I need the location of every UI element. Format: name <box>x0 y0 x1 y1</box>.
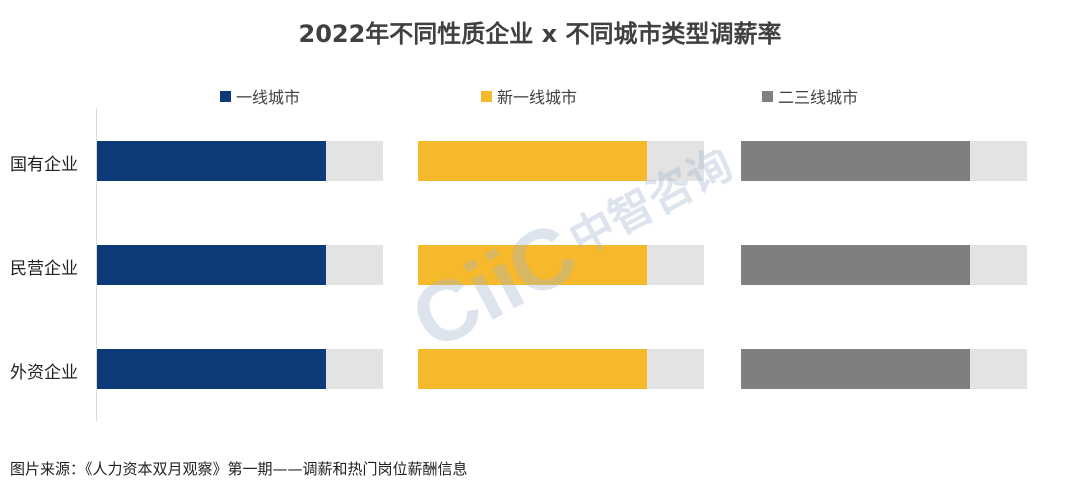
legend-label-tier1: 一线城市 <box>236 88 301 107</box>
chart-title: 2022年不同性质企业 x 不同城市类型调薪率 <box>298 20 782 48</box>
bar-track-new-tier1-foreign <box>418 349 704 389</box>
source-note: 图片来源：《人力资本双月观察》第一期——调薪和热门岗位薪酬信息 <box>10 460 468 478</box>
bar-track-tier1-private <box>97 245 383 285</box>
legend-swatch-tier1 <box>220 90 231 102</box>
legend-label-tier23: 二三线城市 <box>778 88 859 107</box>
legend-label-new-tier1: 新一线城市 <box>497 88 578 107</box>
bar-track-tier23-foreign <box>741 349 1027 389</box>
legend-item-tier1: 一线城市 <box>220 84 300 108</box>
legend-swatch-tier23 <box>762 90 773 102</box>
bar-tier23-private <box>741 245 970 285</box>
bar-new-tier1-foreign <box>418 349 647 389</box>
legend-item-tier23: 二三线城市 <box>762 84 858 108</box>
bar-track-new-tier1-private <box>418 245 704 285</box>
bar-tier23-foreign <box>741 349 970 389</box>
bar-track-tier1-state-owned <box>97 141 383 181</box>
bar-track-new-tier1-state-owned <box>418 141 704 181</box>
bar-new-tier1-state-owned <box>418 141 647 181</box>
bar-tier1-state-owned <box>97 141 326 181</box>
category-label-state-owned: 国有企业 <box>10 155 78 175</box>
bar-track-tier1-foreign <box>97 349 383 389</box>
bar-new-tier1-private <box>418 245 647 285</box>
bar-tier23-state-owned <box>741 141 970 181</box>
legend-item-new-tier1: 新一线城市 <box>481 84 577 108</box>
bar-tier1-foreign <box>97 349 326 389</box>
category-label-foreign: 外资企业 <box>10 363 78 383</box>
category-axis-line <box>96 108 97 421</box>
bar-tier1-private <box>97 245 326 285</box>
bar-track-tier23-private <box>741 245 1027 285</box>
bar-track-tier23-state-owned <box>741 141 1027 181</box>
legend-swatch-new-tier1 <box>481 90 492 102</box>
category-label-private: 民营企业 <box>10 259 78 279</box>
